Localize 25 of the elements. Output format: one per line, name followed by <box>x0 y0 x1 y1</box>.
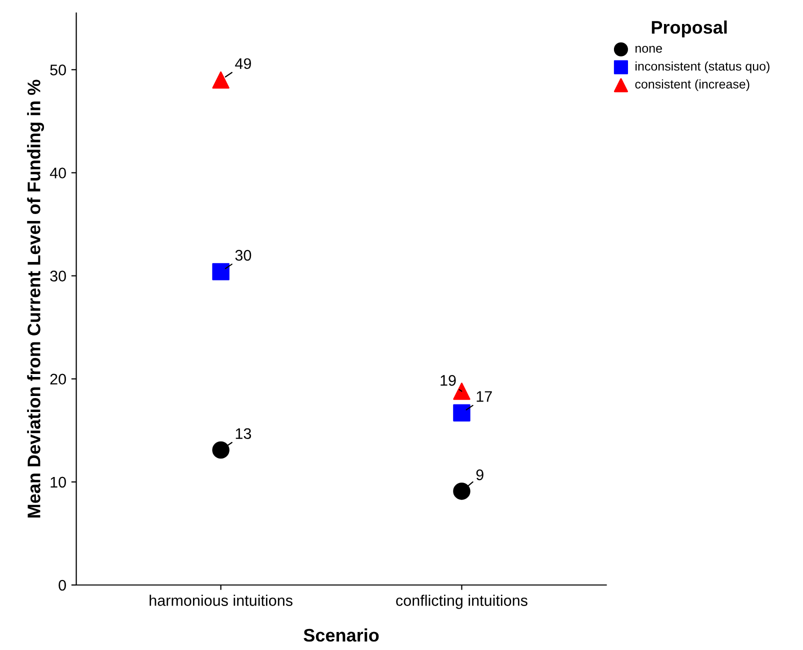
legend-label: inconsistent (status quo) <box>636 61 770 74</box>
data-label: 13 <box>236 428 252 440</box>
x-tick-label: conflicting intuitions <box>396 594 528 609</box>
legend-title: Proposal <box>652 20 727 38</box>
data-label: 9 <box>476 469 484 480</box>
point <box>453 482 470 500</box>
y-tick-label: 40 <box>50 168 66 178</box>
data-label: 19 <box>440 375 456 386</box>
point <box>453 404 470 422</box>
point <box>212 263 230 280</box>
y-tick-label: 20 <box>50 374 66 385</box>
y-tick-label: 0 <box>58 580 66 591</box>
data-label: 49 <box>235 58 251 70</box>
legend-label: none <box>636 46 662 53</box>
point <box>212 71 230 89</box>
x-axis-title: Scenario <box>304 628 379 642</box>
y-tick-label: 30 <box>50 270 66 282</box>
legend-label: consistent (increase) <box>635 79 750 92</box>
y-axis-title: Mean Deviation from Current Level of Funding in % <box>27 80 44 518</box>
y-tick-label: 10 <box>50 476 66 488</box>
point <box>212 441 230 459</box>
x-tick-label: harmonious intuitions <box>150 594 292 606</box>
data-label: 17 <box>476 391 492 402</box>
data-label: 30 <box>235 250 252 261</box>
y-tick-label: 50 <box>50 64 66 76</box>
